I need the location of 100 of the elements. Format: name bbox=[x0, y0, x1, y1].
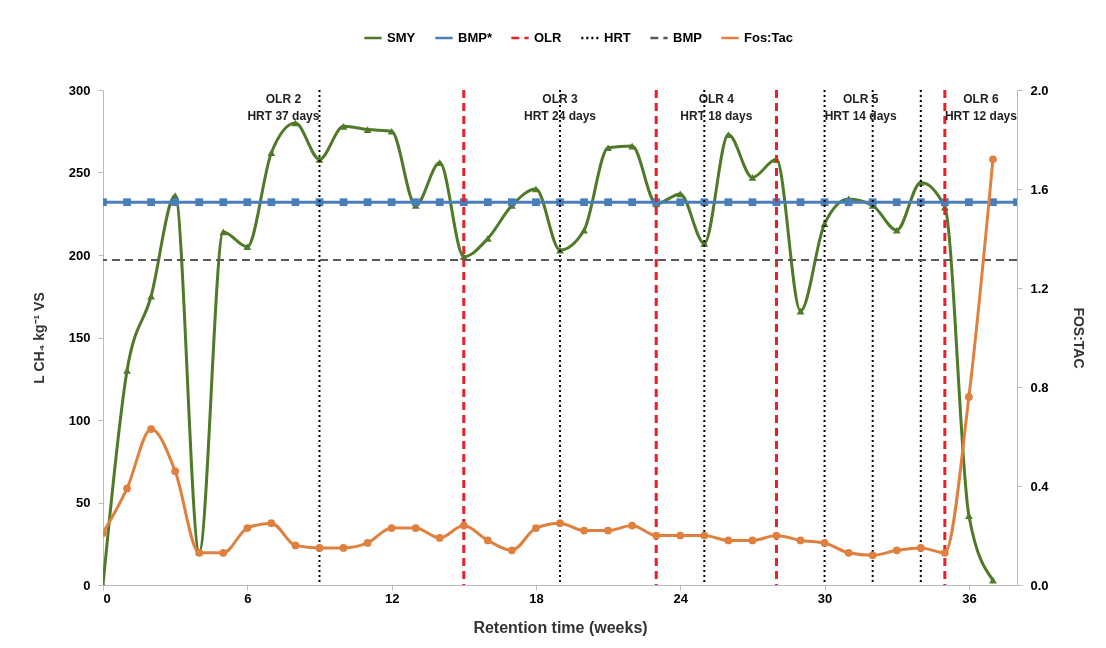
y-tick-label: 300 bbox=[68, 82, 91, 98]
point bbox=[267, 149, 276, 157]
x-tick-label: 0 bbox=[103, 590, 111, 606]
point bbox=[147, 198, 155, 207]
point bbox=[796, 307, 805, 315]
legend-label: OLR bbox=[534, 30, 563, 45]
y-axis-title: L CH₄ kg⁻¹ VS bbox=[30, 292, 47, 384]
point bbox=[171, 198, 180, 207]
point bbox=[628, 198, 637, 207]
legend-label: HRT bbox=[604, 30, 631, 45]
point bbox=[796, 198, 805, 207]
point bbox=[243, 243, 252, 251]
x-tick-label: 12 bbox=[384, 590, 400, 606]
point bbox=[892, 546, 901, 555]
point bbox=[628, 521, 637, 530]
point bbox=[435, 198, 444, 207]
point bbox=[508, 198, 516, 207]
y2-tick-label: 0.8 bbox=[1030, 379, 1049, 395]
point bbox=[435, 534, 444, 542]
y-tick-label: 250 bbox=[68, 165, 91, 180]
point bbox=[580, 198, 588, 207]
point bbox=[844, 198, 853, 207]
legend-label: BMP bbox=[673, 30, 703, 45]
y-tick-label: 150 bbox=[68, 330, 91, 345]
y2-tick-label: 1.2 bbox=[1030, 280, 1049, 296]
x-tick-label: 36 bbox=[962, 590, 977, 606]
point bbox=[604, 144, 612, 152]
point bbox=[868, 198, 877, 207]
point bbox=[387, 524, 396, 532]
x-tick-label: 6 bbox=[244, 590, 252, 606]
annotation: OLR 6 HRT 12 days bbox=[944, 92, 1018, 123]
legend-label: SMY bbox=[387, 30, 416, 45]
point bbox=[604, 526, 612, 535]
point bbox=[892, 198, 901, 207]
point bbox=[556, 198, 564, 207]
point bbox=[604, 198, 612, 207]
annotation: OLR 3 HRT 24 days bbox=[523, 92, 597, 123]
point bbox=[748, 198, 757, 207]
point bbox=[700, 531, 709, 540]
point bbox=[339, 122, 348, 130]
point bbox=[171, 467, 180, 476]
y2-tick-label: 0.0 bbox=[1030, 577, 1049, 593]
point bbox=[989, 155, 997, 164]
point bbox=[868, 551, 877, 560]
y-tick-label: 0 bbox=[83, 577, 91, 593]
point bbox=[387, 127, 396, 135]
point bbox=[243, 524, 252, 532]
point bbox=[219, 228, 228, 236]
point bbox=[916, 544, 925, 552]
point bbox=[916, 198, 925, 207]
x-tick-label: 30 bbox=[817, 590, 833, 606]
point bbox=[315, 544, 324, 552]
point bbox=[700, 198, 709, 207]
point bbox=[532, 198, 540, 207]
point bbox=[339, 544, 348, 552]
point bbox=[363, 539, 372, 547]
point bbox=[724, 536, 733, 545]
point bbox=[267, 519, 276, 527]
point bbox=[508, 546, 516, 555]
point bbox=[580, 526, 588, 535]
point bbox=[532, 524, 540, 532]
point bbox=[965, 198, 973, 207]
point bbox=[892, 226, 901, 234]
legend-label: Fos:Tac bbox=[744, 30, 793, 45]
point bbox=[820, 539, 829, 547]
legend-label: BMP* bbox=[458, 30, 493, 45]
y-tick-label: 50 bbox=[76, 495, 91, 510]
point bbox=[580, 226, 588, 234]
point bbox=[965, 393, 973, 401]
point bbox=[724, 198, 733, 207]
x-tick-label: 18 bbox=[529, 590, 544, 606]
point bbox=[363, 126, 372, 133]
point bbox=[459, 521, 468, 530]
point bbox=[219, 198, 228, 207]
point bbox=[243, 198, 252, 207]
y2-tick-label: 0.4 bbox=[1030, 478, 1050, 494]
point bbox=[411, 198, 420, 207]
point bbox=[772, 531, 781, 540]
x-tick-label: 24 bbox=[673, 590, 689, 606]
point bbox=[676, 531, 685, 540]
point bbox=[483, 536, 492, 545]
point bbox=[940, 548, 949, 557]
point bbox=[411, 524, 420, 532]
point bbox=[483, 198, 492, 207]
point bbox=[796, 536, 805, 545]
point bbox=[267, 198, 276, 207]
y2-tick-label: 1.6 bbox=[1030, 181, 1049, 197]
point bbox=[219, 548, 228, 557]
y2-axis-title: FOS:TAC bbox=[1070, 307, 1087, 369]
y2-tick-label: 2.0 bbox=[1030, 82, 1049, 98]
point bbox=[147, 292, 155, 300]
point bbox=[291, 541, 300, 550]
point bbox=[844, 548, 853, 557]
point bbox=[123, 484, 131, 493]
point bbox=[387, 198, 396, 207]
point bbox=[123, 198, 131, 207]
point bbox=[748, 174, 757, 181]
annotation: OLR 4 HRT 18 days bbox=[680, 92, 753, 123]
point bbox=[676, 198, 685, 207]
annotation: OLR 2 HRT 37 days bbox=[247, 92, 320, 123]
